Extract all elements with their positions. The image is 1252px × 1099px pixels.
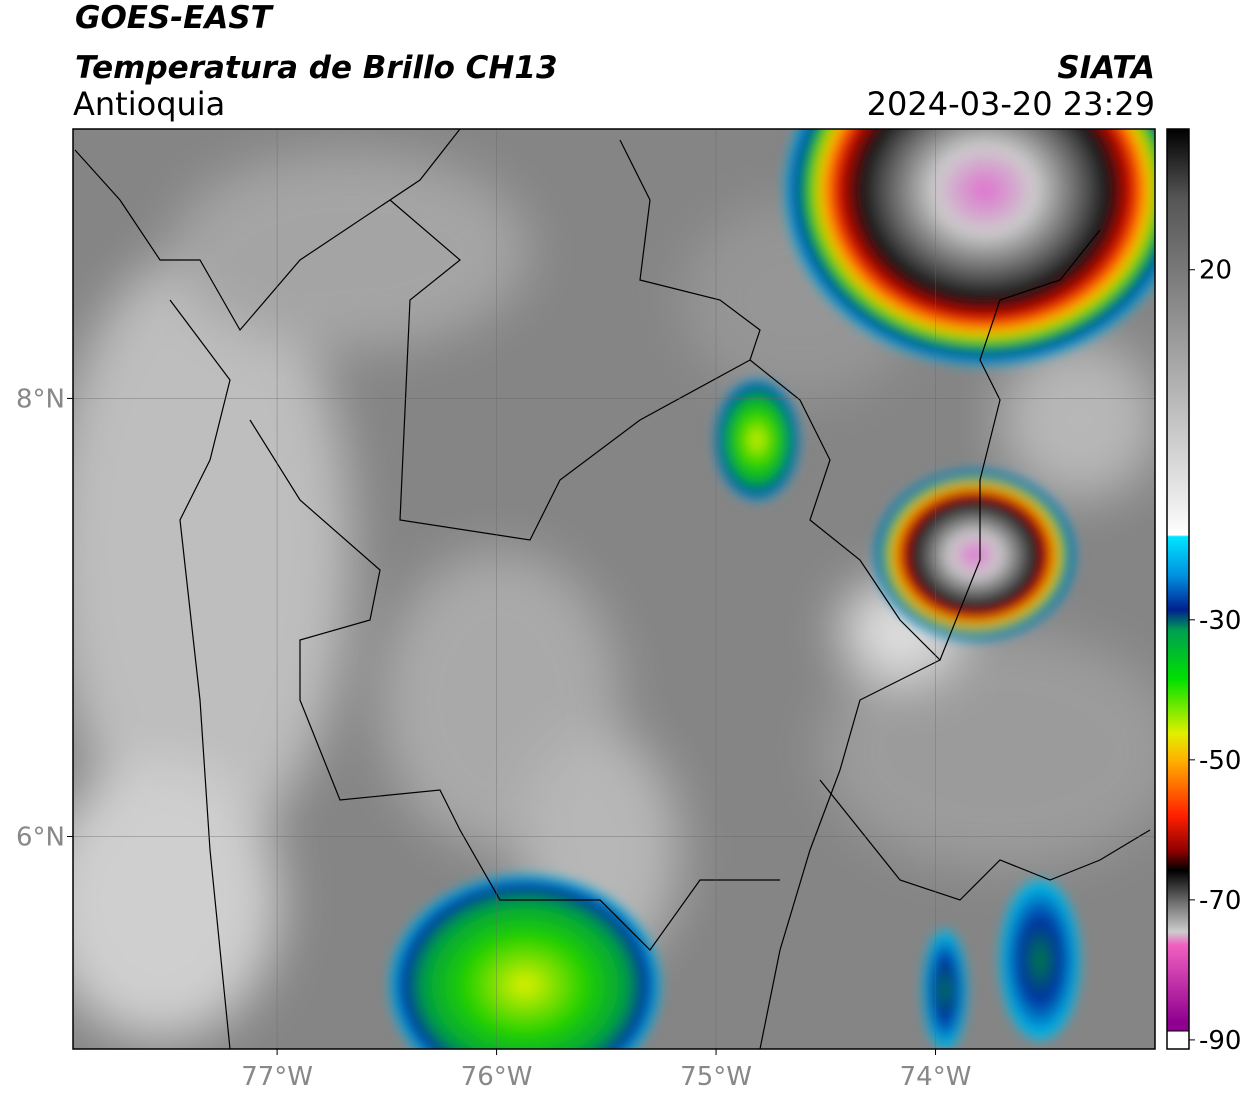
x-tick-label: 77°W [241, 1062, 313, 1092]
title: GOES-EAST [75, 0, 275, 36]
colorbar-tick-label: -50 [1199, 746, 1241, 776]
datetime: 2024-03-20 23:29 [867, 85, 1155, 123]
region: Antioquia [73, 85, 225, 123]
x-tick-label: 75°W [680, 1062, 752, 1092]
subtitle: Temperatura de Brillo CH13 [75, 50, 558, 86]
colorbar-tick-label: -30 [1199, 606, 1241, 636]
y-tick-label: 8°N [16, 384, 65, 414]
source: SIATA [1057, 50, 1155, 86]
colorbar [1167, 129, 1189, 1031]
colorbar-under [1166, 1030, 1190, 1050]
x-tick-label: 74°W [900, 1062, 972, 1092]
colorbar-tick-label: -90 [1199, 1026, 1241, 1056]
colorbar-tick-label: -70 [1199, 886, 1241, 916]
colorbar-frame [1166, 128, 1190, 1050]
satellite-image [73, 129, 1155, 1049]
y-tick-label: 6°N [16, 823, 65, 853]
colorbar-tick-label: 20 [1199, 256, 1232, 286]
x-tick-label: 76°W [461, 1062, 533, 1092]
map-frame [72, 128, 1156, 1050]
